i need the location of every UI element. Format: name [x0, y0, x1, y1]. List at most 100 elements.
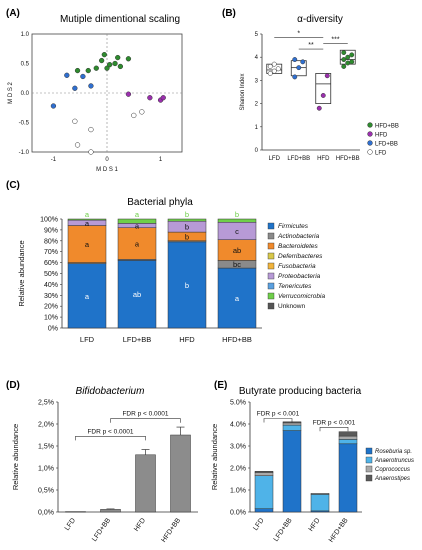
box-point	[341, 50, 347, 56]
legend-marker	[367, 131, 373, 137]
scatter-point	[115, 54, 121, 61]
y-tick-label: 4.0%	[230, 422, 246, 429]
panel-e-label: (E)	[214, 380, 227, 391]
x-tick-label: 0	[105, 157, 109, 163]
box-point	[345, 54, 351, 60]
segment-label: a	[135, 210, 140, 219]
annotation-bracket	[110, 418, 181, 423]
scatter-point	[50, 103, 57, 109]
x-tick-label: 1	[159, 157, 163, 163]
y-axis-label: Shanon Index	[240, 73, 246, 110]
segment-label: a	[85, 210, 90, 219]
scatter-point	[117, 63, 124, 70]
legend-label: Fusobacteria	[278, 263, 316, 270]
panel-b-label: (B)	[222, 8, 236, 19]
scatter-point	[88, 149, 94, 155]
stack-segment	[310, 494, 330, 512]
legend-swatch	[365, 447, 373, 455]
stack-segment	[117, 218, 157, 224]
stack-segment	[254, 471, 274, 473]
scatter-point	[98, 57, 105, 64]
butyrate-stacked-bar-chart: 0.0% 1.0% 2.0% 3.0% 4.0% 5.0% Relative abundan…	[210, 400, 414, 544]
segment-label: a	[135, 222, 140, 231]
x-tick-label: HFD	[317, 156, 330, 162]
panel-a-title: Mutiple dimentional scaling	[60, 14, 180, 25]
stack-segment	[117, 227, 157, 260]
legend-marker	[367, 149, 373, 155]
legend-label: Verrucomicrobia	[278, 293, 325, 300]
panel-a-label: (A)	[6, 8, 20, 19]
stack-segment	[338, 439, 358, 445]
x-tick-label: HFD+BB	[328, 517, 350, 544]
scatter-point	[74, 67, 81, 74]
legend-label: Coprococcus	[375, 467, 410, 473]
x-tick-label: HFD	[133, 517, 147, 533]
y-tick-label: 1.0%	[230, 488, 246, 495]
y-tick-label: 0,0%	[38, 510, 54, 517]
y-tick-label: 2,0%	[38, 422, 54, 429]
y-tick-label: 2,5%	[38, 400, 54, 407]
box-point	[341, 64, 347, 69]
box-point	[267, 64, 273, 69]
stack-segment	[254, 508, 274, 513]
legend-label: Anaerostipes	[374, 476, 410, 482]
y-tick-label: 50%	[44, 271, 58, 278]
annotation-label: FDR p < 0.001	[257, 411, 300, 418]
segment-label: b	[235, 210, 239, 219]
y-tick-label: 4	[255, 55, 259, 61]
legend-marker	[367, 140, 373, 146]
panel-d-title: Bifidobacterium	[76, 386, 145, 397]
scatter-point	[93, 65, 99, 71]
segment-label: a	[135, 240, 140, 249]
stack-segment	[338, 435, 358, 440]
y-tick-label: 5.0%	[230, 400, 246, 407]
segment-label: a	[235, 294, 240, 303]
panel-d-label: (D)	[6, 380, 20, 391]
segment-label: b	[185, 210, 189, 219]
legend-label: HFD	[375, 133, 388, 139]
y-tick-label: 0%	[48, 326, 58, 333]
scatter-point	[101, 52, 107, 58]
y-tick-label: 0.5	[21, 62, 30, 68]
box-point	[292, 74, 298, 80]
legend-swatch	[365, 474, 373, 482]
scatter-point	[85, 67, 91, 74]
box-point	[296, 65, 302, 71]
box-point	[349, 59, 355, 65]
stack-segment	[254, 475, 274, 509]
y-tick-label: 1	[255, 125, 259, 131]
panel-c-title: Bacterial phyla	[127, 197, 193, 208]
box-point	[349, 52, 355, 58]
scatter-point	[88, 83, 94, 89]
annotation-label: FDR p < 0.0001	[122, 411, 168, 418]
annotation-bracket	[75, 436, 146, 441]
legend-swatch	[365, 456, 373, 464]
y-tick-label: 0.0%	[230, 510, 246, 517]
stack-segment	[338, 431, 358, 437]
segment-label: ab	[133, 290, 141, 299]
stack-segment	[117, 260, 157, 329]
segment-label: bc	[233, 260, 241, 269]
y-tick-label: 40%	[44, 282, 58, 289]
x-tick-label: LFD+BB	[287, 156, 310, 162]
y-tick-label: 1,0%	[38, 466, 54, 473]
box-point	[341, 57, 347, 62]
box-point	[271, 68, 277, 74]
legend-swatch	[267, 282, 275, 290]
significance-label: ***	[331, 36, 339, 43]
x-tick-label: HFD+BB	[336, 156, 360, 162]
segment-label: ab	[233, 246, 241, 255]
scatter-point	[107, 62, 113, 68]
y-tick-label: -1.0	[19, 150, 30, 156]
legend-swatch	[267, 232, 275, 240]
stack-segment	[282, 424, 302, 431]
stack-segment	[67, 225, 107, 263]
legend-label: Deferribacteres	[278, 253, 323, 260]
box	[290, 60, 307, 77]
y-tick-label: 60%	[44, 260, 58, 267]
legend-label: LFD+BB	[375, 142, 398, 148]
scatter-point	[125, 56, 132, 62]
x-axis-label: M D S 1	[96, 167, 118, 173]
y-axis-label: Relative abundance	[210, 424, 219, 490]
y-tick-label: 2	[255, 102, 259, 108]
